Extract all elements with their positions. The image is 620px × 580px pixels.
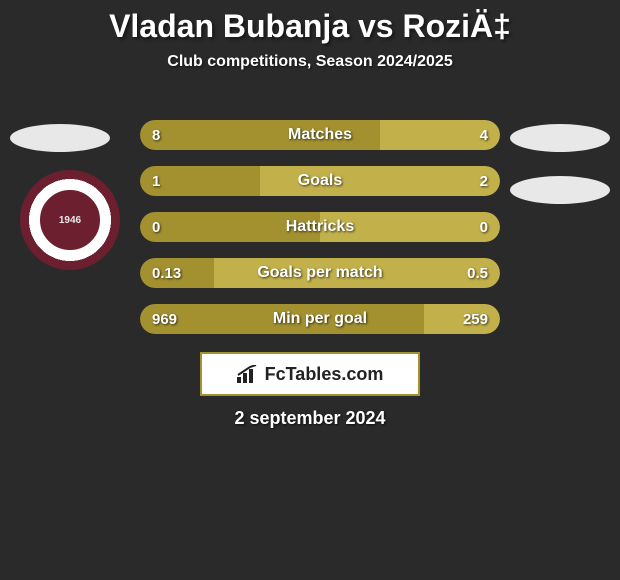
brand-text: FcTables.com — [265, 364, 384, 385]
stat-label: Goals — [140, 166, 500, 196]
club-right-placeholder — [510, 176, 610, 204]
player-left-placeholder — [10, 124, 110, 152]
subtitle: Club competitions, Season 2024/2025 — [0, 53, 620, 71]
stat-label: Matches — [140, 120, 500, 150]
club-crest-left: 1946 — [20, 170, 120, 270]
crest-inner: 1946 — [40, 190, 100, 250]
stat-label: Hattricks — [140, 212, 500, 242]
stat-label: Min per goal — [140, 304, 500, 334]
chart-icon — [237, 365, 259, 383]
page-title: Vladan Bubanja vs RoziÄ‡ — [0, 0, 620, 45]
stat-row: 00Hattricks — [140, 212, 500, 242]
player-right-placeholder — [510, 124, 610, 152]
stat-row: 969259Min per goal — [140, 304, 500, 334]
brand-badge: FcTables.com — [200, 352, 420, 396]
footer-date: 2 september 2024 — [0, 408, 620, 429]
stat-label: Goals per match — [140, 258, 500, 288]
stat-row: 0.130.5Goals per match — [140, 258, 500, 288]
stat-row: 84Matches — [140, 120, 500, 150]
stat-row: 12Goals — [140, 166, 500, 196]
stat-bars: 84Matches 12Goals 00Hattricks 0.130.5Goals … — [140, 120, 500, 350]
